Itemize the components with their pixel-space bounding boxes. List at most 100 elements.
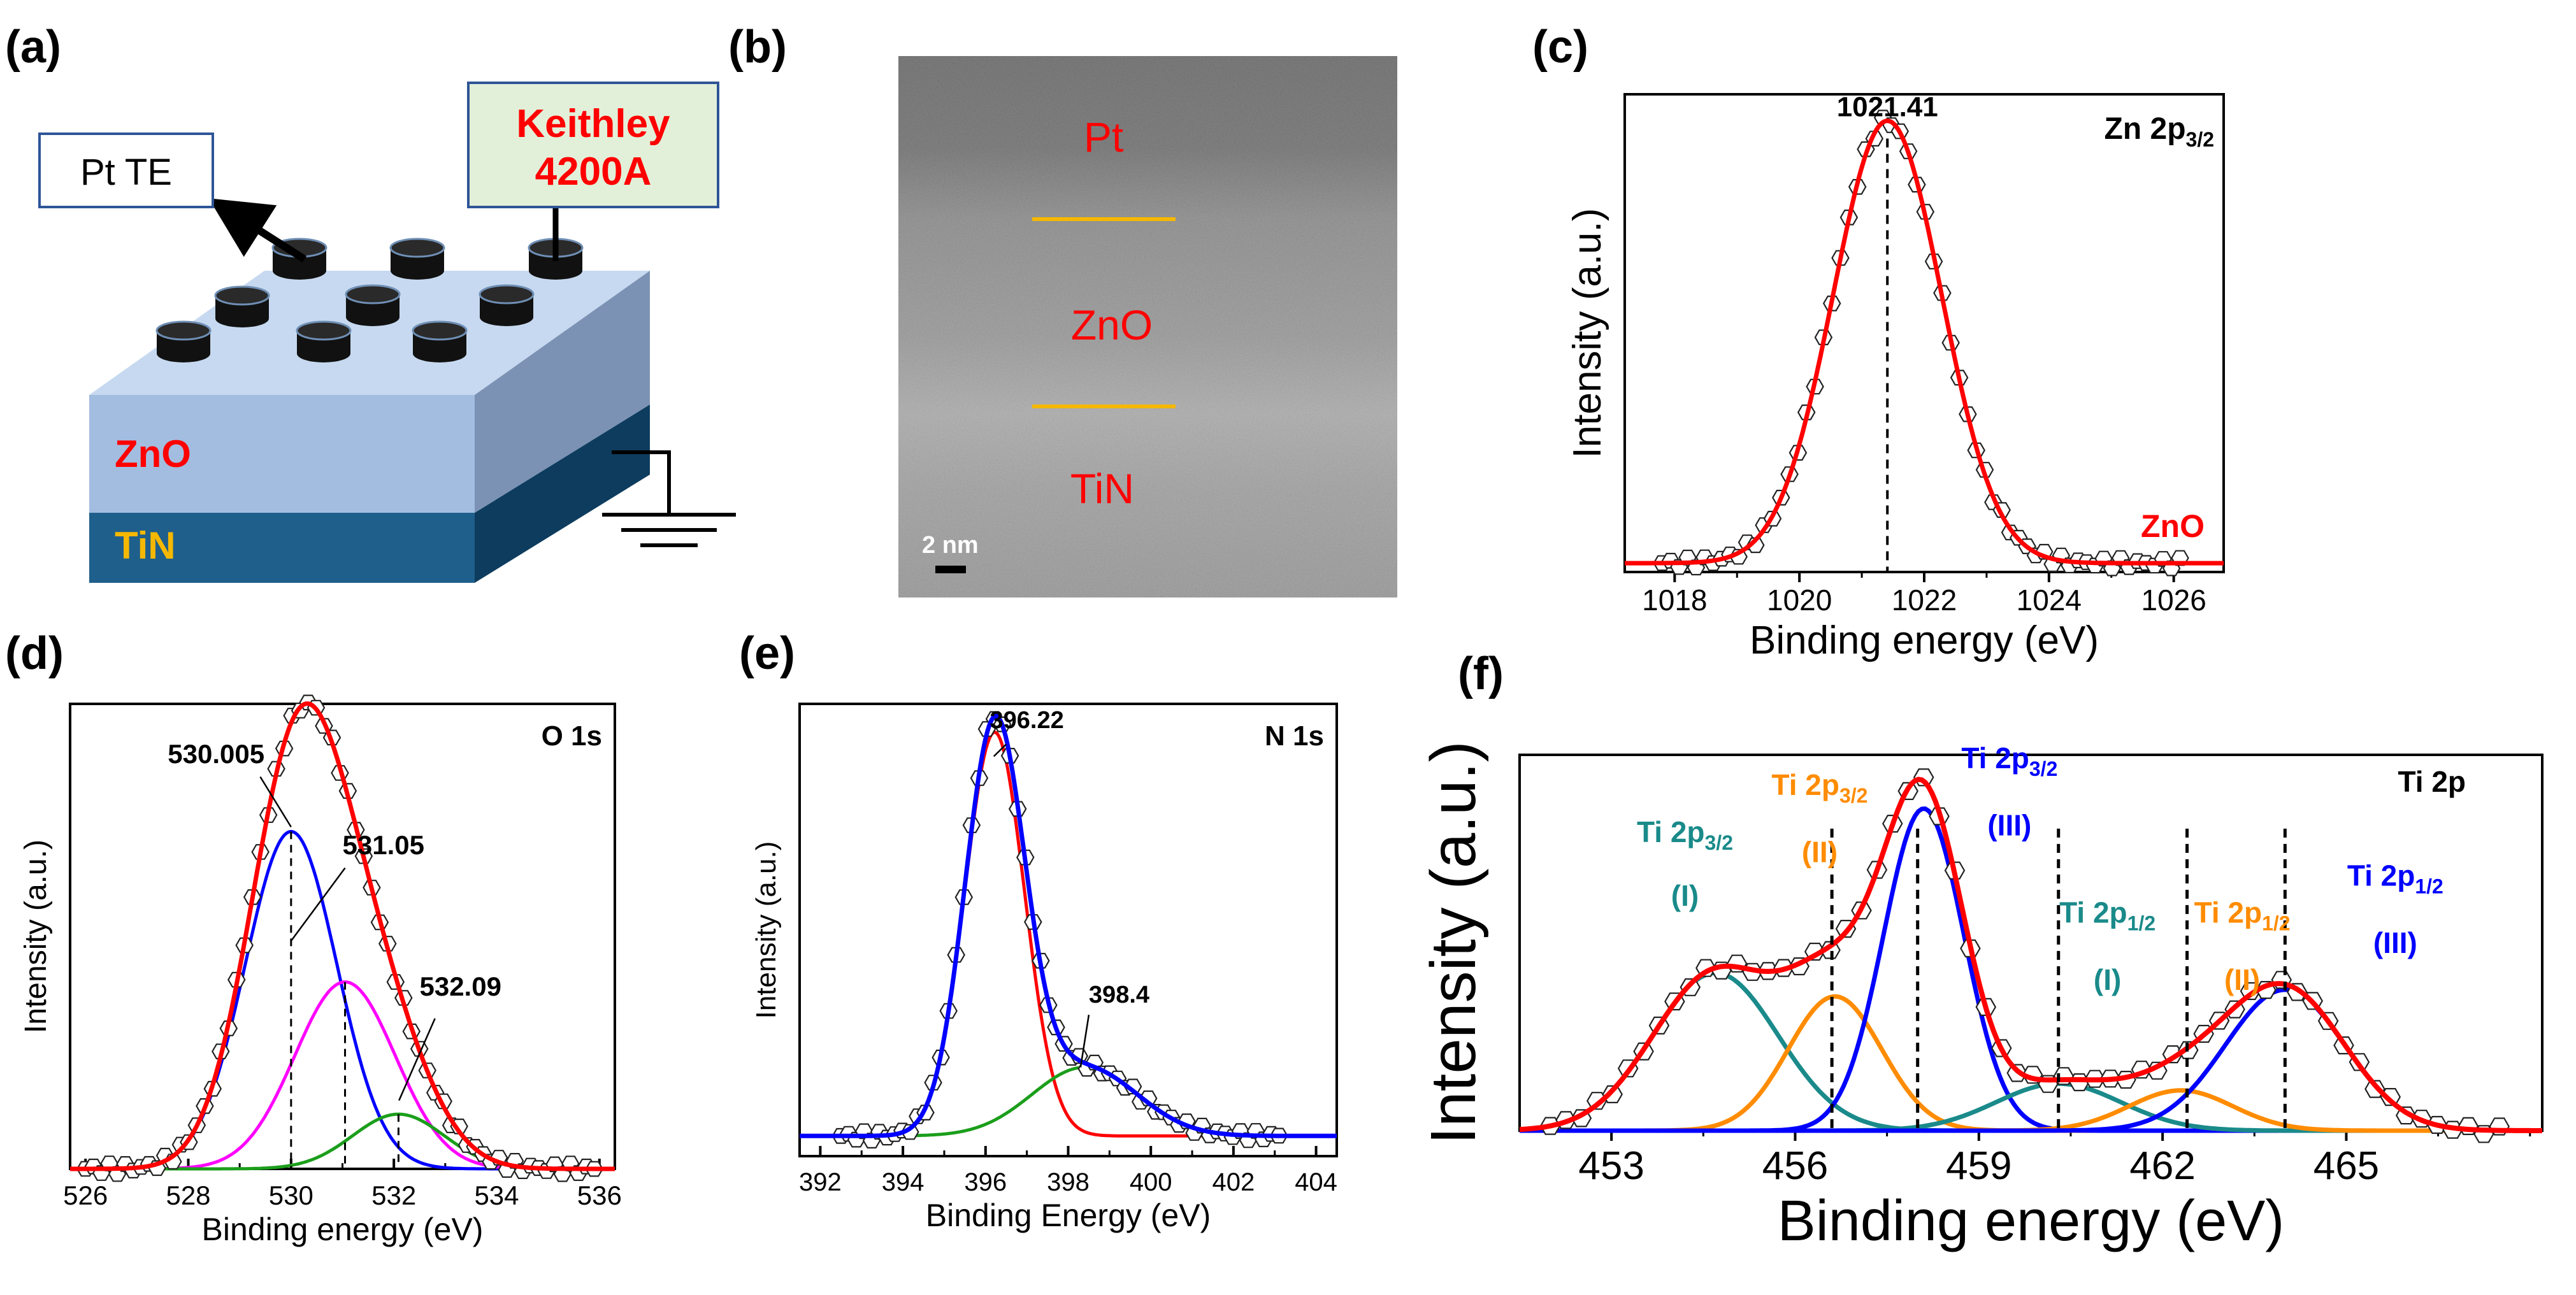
panel-label-f: (f) (1458, 648, 1504, 699)
chart-title: O 1s (542, 720, 602, 752)
x-tick-label: 530 (269, 1180, 313, 1210)
x-tick-label: 1022 (1892, 583, 1957, 617)
electrode-top (345, 284, 401, 304)
x-tick-label: 1026 (2141, 583, 2206, 617)
peak-state-label: (I) (2094, 963, 2121, 996)
tin-layer-side (475, 404, 650, 583)
chart-zn-2p: 1018 1020 1022 1024 1026 Binding energy (eV) I… (1565, 92, 2225, 662)
zno-layer-side (475, 271, 650, 513)
peak-label: Ti 2p3/2 (1637, 815, 1733, 854)
x-tick-label: 456 (1762, 1144, 1828, 1188)
sample-label: ZnO (2141, 508, 2205, 544)
chart-o-1s: 526 528 530 532 534 536 Binding energy (eV) Int… (19, 694, 622, 1247)
ground-wire (612, 450, 671, 513)
pt-electrode-8 (389, 238, 445, 280)
chart-title: Zn 2p3/2 (2105, 112, 2214, 151)
electrode-top (214, 285, 270, 306)
annotation-arrow (993, 743, 1007, 757)
annotation-arrow (259, 776, 292, 827)
pt-te-arrow (208, 198, 307, 263)
electrode-top (389, 238, 445, 258)
peak-state-label: (II) (1802, 836, 1838, 869)
device-schematic: Pt TE Keithley 4200A ZnO TiN (38, 82, 736, 583)
peak-label-subscript: 3/2 (1839, 784, 1867, 807)
y-axis-label: Intensity (a.u.) (19, 840, 53, 1033)
electrode-top (155, 320, 212, 341)
schematic-zno-label: ZnO (115, 433, 191, 475)
x-tick-label: 1024 (2017, 583, 2082, 617)
x-tick-label: 465 (2313, 1144, 2379, 1188)
envelope-curve (800, 713, 1337, 1138)
plot-frame (798, 703, 1338, 1157)
x-axis-label: Binding energy (eV) (1750, 619, 2099, 662)
electrode-top (479, 284, 535, 304)
peak-state-label: (I) (1671, 879, 1699, 912)
annotation-arrow (290, 867, 346, 941)
peak-label-subscript: 1/2 (2415, 875, 2443, 898)
keithley-label-line2: 4200A (535, 150, 652, 194)
x-tick-label: 532 (371, 1180, 416, 1210)
x-tick-label: 394 (882, 1168, 925, 1196)
chart-title: Ti 2p (2398, 765, 2466, 798)
pt-electrodes (155, 238, 584, 362)
schematic-tin-label: TiN (115, 524, 176, 567)
keithley-box (467, 82, 719, 208)
pt-te-label: Pt TE (80, 152, 172, 193)
annotation-arrow (1079, 1014, 1090, 1068)
envelope-curve (1519, 776, 2542, 1133)
pt-electrode-2 (296, 320, 352, 362)
chart-title: N 1s (1265, 720, 1324, 752)
x-tick-label: 1018 (1642, 583, 1707, 617)
peak-label: Ti 2p3/2 (1771, 768, 1867, 807)
keithley-label-line1: Keithley (516, 102, 670, 146)
x-tick-label: 400 (1130, 1168, 1172, 1196)
peak-label-subscript: 1/2 (2262, 912, 2290, 934)
panel-label-a: (a) (5, 22, 61, 73)
panel-label-c: (c) (1532, 22, 1588, 73)
electrode-top (296, 320, 352, 341)
peak-label-subscript: 1/2 (2127, 912, 2155, 934)
tem-pt-label: Pt (1084, 113, 1123, 161)
envelope-curve (70, 701, 615, 1171)
data-point-marker (1587, 1092, 1608, 1110)
annotation-arrow (398, 1018, 436, 1101)
x-tick-label: 453 (1578, 1144, 1644, 1188)
y-axis-label: Intensity (a.u.) (1565, 208, 1609, 459)
peak-state-label: (III) (1987, 808, 2031, 841)
tem-scale-bar (935, 566, 966, 573)
panel-label-d: (d) (5, 628, 64, 679)
tem-tin-label: TiN (1070, 465, 1134, 512)
tem-zno-label: ZnO (1071, 301, 1153, 348)
panel-label-b: (b) (728, 22, 787, 73)
component-curve (70, 829, 615, 1171)
pt-electrode-6 (479, 284, 535, 326)
tem-image: Pt ZnO TiN 2 nm (898, 56, 1397, 597)
x-tick-label: 1020 (1767, 583, 1832, 617)
x-tick-label: 402 (1212, 1168, 1255, 1196)
panel-label-e: (e) (739, 628, 795, 679)
tin-layer-front (89, 513, 475, 583)
peak-label: Ti 2p3/2 (1961, 741, 2057, 780)
plot-frame (1623, 93, 2225, 573)
peak-state-label: (II) (2224, 963, 2260, 996)
x-tick-label: 534 (474, 1180, 519, 1210)
x-axis-label: Binding energy (eV) (1778, 1189, 2284, 1253)
peak-annotation: 396.22 (990, 707, 1064, 734)
pt-electrode-3 (412, 320, 468, 362)
y-axis-label: Intensity (a.u.) (1418, 741, 1489, 1145)
peak-annotation: 531.05 (343, 830, 424, 860)
x-tick-label: 398 (1047, 1168, 1090, 1196)
y-axis-label: Intensity (a.u.) (751, 841, 782, 1019)
envelope-curve (1625, 118, 2224, 566)
x-axis-label: Binding energy (eV) (202, 1212, 484, 1247)
pt-te-box (38, 132, 214, 208)
x-axis-label: Binding Energy (eV) (926, 1198, 1211, 1233)
tem-lattice-noise (898, 56, 1397, 597)
peak-label: Ti 2p1/2 (2347, 859, 2443, 898)
component-curve (70, 980, 615, 1171)
x-tick-label: 462 (2129, 1144, 2195, 1188)
x-tick-label: 396 (964, 1168, 1007, 1196)
x-tick-label: 528 (166, 1180, 210, 1210)
chart-n-1s: 392 394 396 398 400 402 404 Binding Energy (eV)… (751, 703, 1338, 1233)
